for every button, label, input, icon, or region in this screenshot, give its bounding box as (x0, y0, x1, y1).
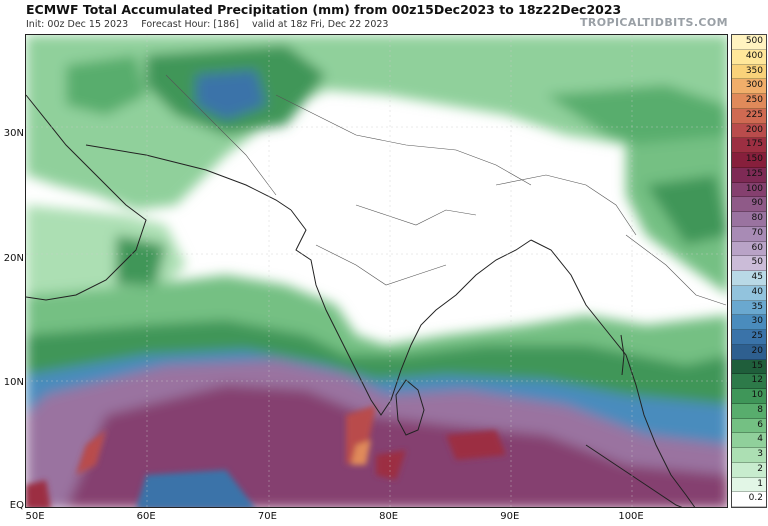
longitude-label: 50E (25, 511, 45, 522)
colorbar-level-label: 0.2 (748, 493, 763, 504)
colorbar-level-label: 8 (757, 404, 763, 415)
colorbar-level-label: 4 (757, 434, 763, 445)
colorbar-level-label: 15 (751, 360, 763, 371)
country-borders (165, 74, 727, 306)
colorbar-level-label: 300 (745, 80, 763, 91)
colorbar-level-label: 500 (745, 36, 763, 46)
colorbar-level-label: 225 (745, 109, 763, 120)
colorbar-level: 4 (732, 433, 766, 448)
colorbar-level: 175 (732, 138, 766, 153)
chart-title: ECMWF Total Accumulated Precipitation (m… (26, 2, 622, 17)
colorbar-level: 200 (732, 123, 766, 139)
colorbar-level-label: 200 (745, 124, 763, 135)
colorbar-level: 6 (732, 418, 766, 434)
map-canvas (26, 35, 727, 507)
colorbar-level: 35 (732, 300, 766, 316)
colorbar-level: 80 (732, 212, 766, 227)
colorbar-level: 45 (732, 271, 766, 286)
colorbar-level: 100 (732, 182, 766, 198)
colorbar-level-label: 250 (745, 95, 763, 105)
colorbar-level: 3 (732, 448, 766, 463)
colorbar-level-label: 80 (751, 213, 763, 223)
colorbar-level-label: 35 (751, 301, 763, 312)
colorbar-level-label: 12 (751, 375, 763, 386)
colorbar-level: 25 (732, 330, 766, 345)
colorbar-level: 2 (732, 462, 766, 478)
colorbar-level: 500 (732, 35, 766, 50)
colorbar-level: 10 (732, 389, 766, 404)
colorbar-level-label: 90 (751, 198, 763, 209)
colorbar-level: 50 (732, 256, 766, 271)
colorbar-level-label: 2 (757, 463, 763, 474)
longitude-label: 100E (618, 511, 644, 522)
colorbar-level-label: 6 (757, 419, 763, 430)
colorbar-level: 40 (732, 285, 766, 301)
colorbar-level-label: 3 (757, 449, 763, 459)
colorbar-level-label: 40 (751, 286, 763, 297)
colorbar-level-label: 350 (745, 65, 763, 76)
colorbar-level-label: 175 (745, 139, 763, 150)
latitude-label: 20N (3, 252, 24, 264)
colorbar-level: 1 (732, 477, 766, 493)
colorbar-level: 30 (732, 315, 766, 330)
colorbar-level: 250 (732, 94, 766, 109)
longitude-label: 80E (379, 511, 399, 522)
colorbar-level: 20 (732, 344, 766, 360)
precip-field (26, 35, 727, 507)
latitude-label: EQ (9, 500, 24, 511)
colorbar-level-label: 20 (751, 345, 763, 356)
forecast-hour: Forecast Hour: [186] (141, 19, 239, 30)
colorbar-level: 90 (732, 197, 766, 212)
colorbar-level: 70 (732, 226, 766, 242)
precipitation-colorbar: 500 400 350 300 250 225 200 175 150 125 100 90 80 70 6… (731, 34, 767, 508)
chart-subtitle: Init: 00z Dec 15 2023 Forecast Hour: [18… (26, 19, 398, 30)
valid-time: valid at 18z Fri, Dec 22 2023 (251, 19, 389, 30)
latitude-label: 10N (3, 377, 24, 389)
longitude-label: 70E (257, 511, 277, 522)
land-outlines (26, 94, 696, 507)
colorbar-level-label: 50 (751, 257, 763, 268)
colorbar-level-label: 400 (745, 50, 763, 61)
colorbar-level: 300 (732, 79, 766, 94)
colorbar-level: 225 (732, 108, 766, 124)
colorbar-level: 400 (732, 49, 766, 65)
colorbar-level-label: 150 (745, 154, 763, 164)
colorbar-level: 60 (732, 241, 766, 257)
colorbar-level: 8 (732, 403, 766, 419)
colorbar-level: 150 (732, 153, 766, 168)
longitude-label: 90E (500, 511, 520, 522)
colorbar-level: 15 (732, 359, 766, 375)
colorbar-level: 125 (732, 167, 766, 183)
precipitation-map[interactable] (25, 34, 728, 508)
colorbar-level: 0.2 (732, 492, 766, 507)
longitude-label: 60E (136, 511, 156, 522)
init-time: Init: 00z Dec 15 2023 (26, 19, 129, 30)
colorbar-level-label: 10 (751, 390, 763, 400)
colorbar-level-label: 25 (751, 331, 763, 341)
colorbar-level-label: 125 (745, 168, 763, 179)
colorbar-level-label: 30 (751, 316, 763, 327)
latitude-label: 30N (3, 127, 24, 139)
colorbar-level-label: 45 (751, 272, 763, 282)
colorbar-level: 350 (732, 64, 766, 80)
colorbar-level-label: 60 (751, 242, 763, 253)
site-watermark[interactable]: TROPICALTIDBITS.COM (579, 16, 728, 29)
colorbar-level: 12 (732, 374, 766, 389)
colorbar-level-label: 1 (757, 478, 763, 489)
lat-lon-grid (26, 35, 727, 507)
colorbar-level-label: 70 (751, 227, 763, 238)
colorbar-level-label: 100 (745, 183, 763, 194)
